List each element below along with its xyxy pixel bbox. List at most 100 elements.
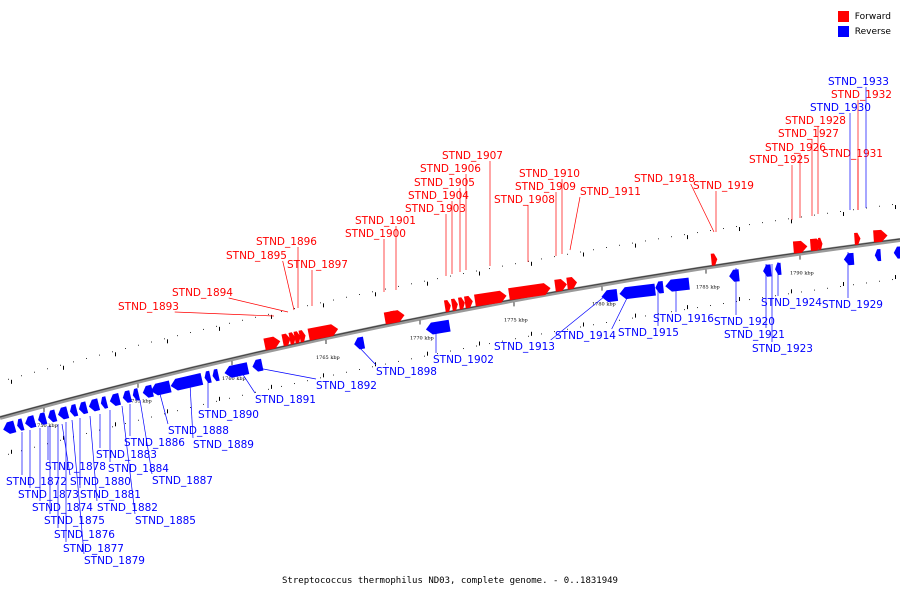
track-tick xyxy=(791,219,792,224)
forward-gene[interactable] xyxy=(450,298,459,311)
track-dot xyxy=(736,301,737,303)
reverse-gene[interactable] xyxy=(37,412,48,426)
reverse-gene[interactable] xyxy=(763,264,772,277)
reverse-gene-leader xyxy=(159,393,169,425)
track-dot xyxy=(723,228,724,230)
forward-gene-label: STND_1897 xyxy=(287,259,348,271)
track-dot xyxy=(671,311,672,313)
reverse-gene[interactable] xyxy=(169,373,204,392)
kbp-tick-label: 1785 kbp xyxy=(696,285,720,291)
reverse-gene-leader xyxy=(550,291,611,341)
forward-gene[interactable] xyxy=(263,335,281,351)
forward-gene[interactable] xyxy=(474,290,507,307)
forward-gene[interactable] xyxy=(554,278,567,292)
forward-gene-label: STND_1908 xyxy=(494,194,555,206)
forward-gene[interactable] xyxy=(817,237,823,250)
forward-gene[interactable] xyxy=(873,229,888,243)
forward-gene[interactable] xyxy=(566,276,578,290)
forward-gene[interactable] xyxy=(854,232,861,245)
reverse-gene[interactable] xyxy=(425,319,451,336)
reverse-gene[interactable] xyxy=(655,281,664,294)
track-dot xyxy=(502,265,503,267)
track-tick xyxy=(843,211,844,216)
forward-gene-label: STND_1895 xyxy=(226,250,287,262)
track-dot xyxy=(8,378,9,380)
track-dot xyxy=(385,363,386,365)
track-dot xyxy=(567,328,568,330)
reverse-gene[interactable] xyxy=(251,358,264,373)
reverse-gene[interactable] xyxy=(223,362,250,379)
track-dot xyxy=(359,369,360,371)
track-dot xyxy=(801,291,802,293)
reverse-gene[interactable] xyxy=(16,418,25,431)
forward-gene[interactable] xyxy=(792,240,808,254)
reverse-gene[interactable] xyxy=(121,390,133,404)
track-dot xyxy=(60,439,61,441)
reverse-gene-leader xyxy=(357,345,377,366)
track-dot xyxy=(190,332,191,334)
forward-gene[interactable] xyxy=(464,295,474,309)
reverse-gene[interactable] xyxy=(77,401,89,415)
forward-gene[interactable] xyxy=(389,310,400,324)
reverse-gene[interactable] xyxy=(203,370,212,384)
forward-gene[interactable] xyxy=(710,253,718,266)
reverse-gene[interactable] xyxy=(665,277,690,293)
forward-gene-leader xyxy=(228,297,289,313)
forward-gene-label: STND_1919 xyxy=(693,180,754,192)
forward-gene-label: STND_1903 xyxy=(405,203,466,215)
track-tick xyxy=(895,205,896,210)
legend-reverse-label: Reverse xyxy=(854,26,891,37)
forward-gene[interactable] xyxy=(293,331,301,344)
reverse-gene-leader xyxy=(239,369,256,394)
forward-gene[interactable] xyxy=(508,282,551,301)
track-dot xyxy=(528,260,529,262)
forward-gene-label: STND_1893 xyxy=(118,301,179,313)
track-dot xyxy=(710,305,711,307)
reverse-gene[interactable] xyxy=(2,420,17,436)
reverse-gene-label: STND_1886 xyxy=(124,437,185,449)
forward-gene[interactable] xyxy=(281,333,291,347)
forward-gene[interactable] xyxy=(443,299,452,313)
reverse-gene[interactable] xyxy=(601,289,619,303)
forward-gene-leader xyxy=(174,311,275,317)
reverse-gene[interactable] xyxy=(99,396,109,409)
track-tick xyxy=(635,243,636,248)
reverse-gene[interactable] xyxy=(57,406,70,420)
reverse-gene[interactable] xyxy=(619,283,656,300)
reverse-gene[interactable] xyxy=(893,246,900,259)
reverse-gene[interactable] xyxy=(47,409,58,424)
reverse-gene[interactable] xyxy=(353,336,366,351)
reverse-gene[interactable] xyxy=(131,388,141,401)
reverse-gene[interactable] xyxy=(729,269,740,282)
track-dot xyxy=(606,246,607,248)
forward-gene[interactable] xyxy=(298,330,307,343)
track-tick xyxy=(479,341,480,346)
track-dot xyxy=(541,333,542,335)
track-dot xyxy=(749,299,750,301)
kbp-tick-label: 1755 kbp xyxy=(128,399,152,405)
reverse-gene[interactable] xyxy=(874,248,882,262)
reverse-gene[interactable] xyxy=(108,393,122,407)
reverse-gene[interactable] xyxy=(24,415,37,429)
track-tick xyxy=(271,314,272,319)
reverse-gene[interactable] xyxy=(68,404,79,417)
reverse-gene[interactable] xyxy=(843,252,855,266)
track-tick xyxy=(115,352,116,357)
forward-gene-label: STND_1911 xyxy=(580,186,641,198)
forward-gene[interactable] xyxy=(457,297,466,310)
track-dot xyxy=(463,348,464,350)
track-tick xyxy=(843,281,844,286)
reverse-gene[interactable] xyxy=(211,368,220,382)
forward-gene[interactable] xyxy=(307,323,340,341)
forward-gene[interactable] xyxy=(288,332,296,345)
track-tick xyxy=(531,261,532,266)
track-tick xyxy=(375,292,376,297)
reverse-gene[interactable] xyxy=(141,384,154,399)
track-dot xyxy=(827,212,828,214)
track-tick xyxy=(427,351,428,356)
track-dot xyxy=(164,338,165,340)
reverse-gene[interactable] xyxy=(149,380,172,397)
reverse-gene[interactable] xyxy=(87,398,101,412)
forward-gene-label: STND_1926 xyxy=(765,142,826,154)
track-dot xyxy=(333,299,334,301)
